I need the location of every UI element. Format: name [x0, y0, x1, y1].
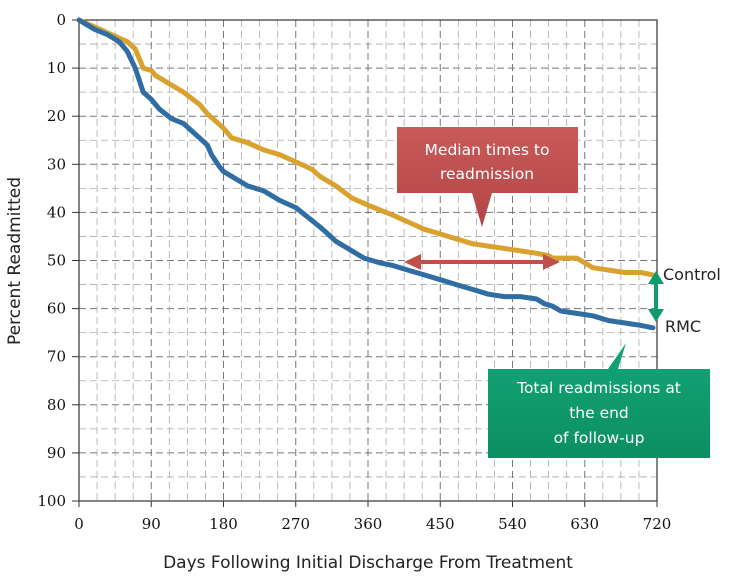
x-axis-title: Days Following Initial Discharge From Tr… [163, 553, 573, 573]
total-callout: Total readmissions at the end of follow-… [488, 343, 710, 458]
x-tick-label: 540 [498, 515, 527, 533]
x-tick-label: 90 [142, 515, 161, 533]
median-gap-arrow [404, 254, 560, 270]
series-line-control [76, 17, 656, 278]
total-callout-line-3: of follow-up [554, 429, 645, 447]
series-label-control: Control [663, 265, 721, 284]
y-axis-title: Percent Readmitted [5, 177, 25, 345]
x-tick-label: 450 [426, 515, 455, 533]
x-tick-label: 720 [643, 515, 672, 533]
median-callout-line-1: Median times to [425, 141, 550, 159]
y-tick-label: 40 [47, 203, 66, 221]
median-callout-box [397, 127, 578, 227]
y-tick-label: 70 [47, 348, 66, 366]
y-tick-label: 100 [37, 492, 66, 510]
x-tick-label: 0 [74, 515, 84, 533]
series-line-rmc [76, 17, 656, 331]
x-tick-label: 360 [354, 515, 383, 533]
y-tick-label: 0 [56, 11, 66, 29]
y-tick-labels: 0 10 20 30 40 50 60 70 80 90 100 [37, 11, 79, 510]
y-tick-label: 60 [47, 300, 66, 318]
x-tick-label: 180 [209, 515, 238, 533]
y-tick-label: 30 [47, 155, 66, 173]
series-label-rmc: RMC [665, 317, 701, 336]
total-callout-line-1: Total readmissions at [516, 379, 681, 397]
series-layer [76, 17, 656, 331]
total-readmissions-arrow [648, 271, 664, 322]
y-tick-label: 50 [47, 252, 66, 270]
median-callout-line-2: readmission [440, 165, 534, 183]
x-tick-label: 630 [570, 515, 599, 533]
total-callout-box [488, 343, 710, 458]
median-callout: Median times to readmission [397, 127, 578, 227]
x-tick-labels: 0 90 180 270 360 450 540 630 720 [74, 501, 671, 533]
x-tick-label: 270 [281, 515, 310, 533]
y-tick-label: 90 [47, 444, 66, 462]
total-callout-line-2: the end [569, 404, 629, 422]
y-tick-label: 10 [47, 59, 66, 77]
y-tick-label: 80 [47, 396, 66, 414]
y-tick-label: 20 [47, 107, 66, 125]
